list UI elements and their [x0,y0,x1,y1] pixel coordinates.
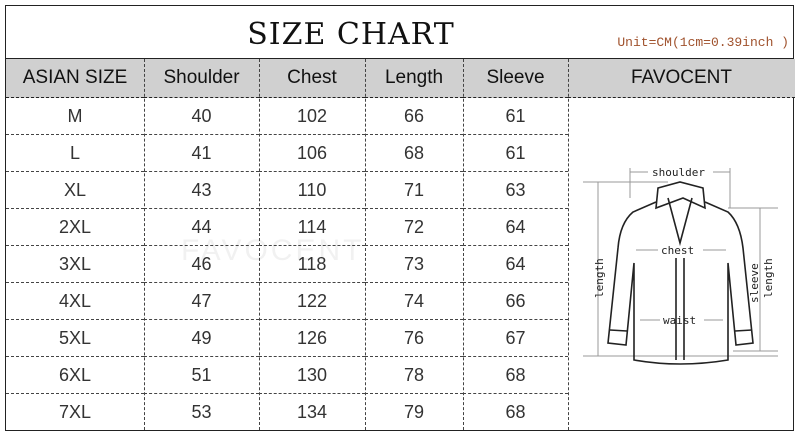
table-cell: 4XL [6,283,144,320]
table-cell: 126 [259,320,365,357]
table-cell: 78 [365,357,463,394]
table-cell: 76 [365,320,463,357]
column-divider [144,59,145,430]
table-cell: 40 [144,98,259,135]
table-cell: 66 [365,98,463,135]
title-row: SIZE CHART Unit=CM(1cm=0.39inch ) [6,6,793,59]
table-cell: 68 [463,357,568,394]
column-header: Length [365,59,463,98]
table-cell: 79 [403,402,425,422]
table-cell: L [6,135,144,172]
table-cell: 114 [259,209,365,246]
table-cell: 6XL [6,357,144,394]
column-header: Sleeve [463,59,568,98]
table-cell: 7XL [58,402,92,422]
table-cell: 2XL [6,209,144,246]
column-divider [259,59,260,430]
label-shoulder: shoulder [652,166,705,179]
table-cell: 41 [144,135,259,172]
column-divider [568,59,569,430]
table-cell: 64 [463,246,568,283]
table-cell: XL [6,172,144,209]
table-cell: 47 [144,283,259,320]
table-cell: 46 [144,246,259,283]
table-cell: 66 [463,283,568,320]
table-cell: 74 [365,283,463,320]
column-divider [365,59,366,430]
table-cell: 130 [259,357,365,394]
shirt-measurement-diagram: shoulder chest waist length sleeve lengt… [583,166,778,365]
column-header: Chest [259,59,365,98]
table-cell: 122 [259,283,365,320]
watermark: FAVOCENT [181,234,365,267]
table-cell: 118 [259,246,365,283]
table-cell: 49 [144,320,259,357]
table-cell: 63 [463,172,568,209]
table-cell: 5XL [6,320,144,357]
table-cell: 51 [144,357,259,394]
table-cell: 102 [259,98,365,135]
table-cell: 134 [296,402,328,422]
size-chart: SIZE CHART Unit=CM(1cm=0.39inch ) ASIAN … [5,5,795,431]
label-length: length [593,258,606,298]
label-waist: waist [663,314,696,327]
unit-note: Unit=CM(1cm=0.39inch ) [617,35,789,50]
table-cell: 43 [144,172,259,209]
table-cell: 53 [191,402,212,422]
table-cell: 71 [365,172,463,209]
label-sleeve-length: length [762,258,775,298]
table-cell: 44 [144,209,259,246]
column-header: ASIAN SIZE [6,59,144,98]
table-cell: 68 [505,402,526,422]
label-chest: chest [661,244,694,257]
table-cell: 67 [463,320,568,357]
column-divider [463,59,464,430]
table-cell: 73 [365,246,463,283]
column-header: FAVOCENT [568,59,795,98]
table-cell: 72 [365,209,463,246]
column-header: Shoulder [144,59,259,98]
table-cell: 61 [463,98,568,135]
table-cell: 106 [259,135,365,172]
table-cell: 110 [259,172,365,209]
table-cell: 64 [463,209,568,246]
label-sleeve: sleeve [748,263,761,303]
chart-title: SIZE CHART [247,17,455,52]
table-cell: 68 [365,135,463,172]
table-cell: 3XL [6,246,144,283]
table-cell: M [6,98,144,135]
table-cell: 61 [463,135,568,172]
